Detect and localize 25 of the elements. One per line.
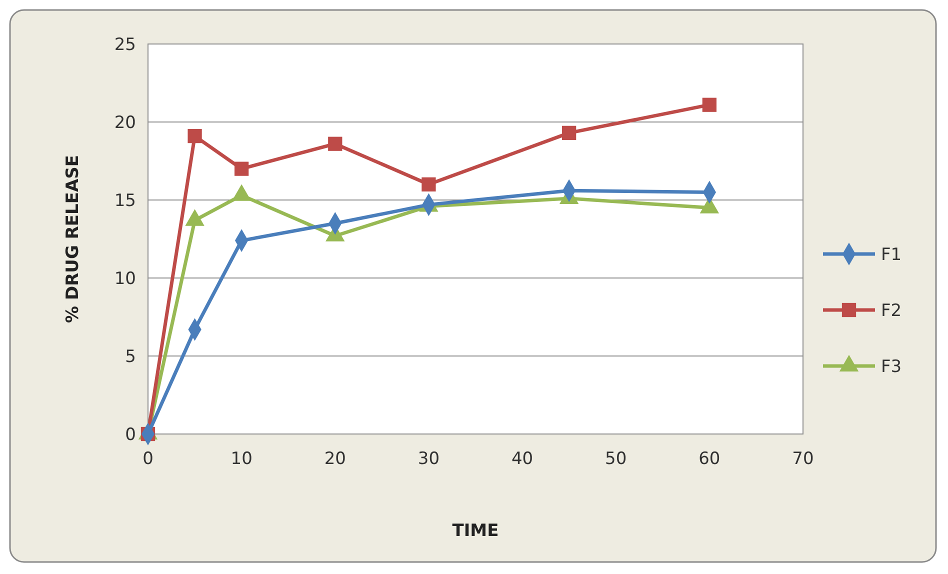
x-tick-label: 70 — [792, 449, 814, 469]
y-tick-label: 15 — [114, 190, 136, 211]
legend-label: F1 — [881, 244, 902, 265]
legend-label: F3 — [881, 356, 902, 377]
point — [702, 98, 716, 112]
y-tick-label: 20 — [114, 112, 136, 133]
x-tick-label: 50 — [605, 449, 627, 469]
y-tick-label: 0 — [125, 424, 136, 445]
x-tick-label: 0 — [142, 449, 154, 469]
point — [188, 128, 202, 144]
point — [328, 136, 342, 151]
y-tick-label: 10 — [114, 268, 136, 289]
point — [422, 177, 436, 192]
x-tick-label: 30 — [418, 449, 440, 469]
x-tick-label: 10 — [230, 449, 252, 469]
y-tick-label: 5 — [125, 346, 136, 367]
x-axis-title: TIME — [452, 521, 499, 541]
y-axis-title: % DRUG RELEASE — [63, 155, 83, 323]
x-tick-label: 60 — [698, 449, 720, 469]
x-tick-label: 20 — [324, 449, 346, 469]
legend-label: F2 — [881, 300, 902, 321]
point — [562, 126, 576, 140]
point — [234, 162, 249, 176]
x-tick-label: 40 — [511, 449, 534, 469]
y-tick-label: 25 — [114, 34, 136, 55]
